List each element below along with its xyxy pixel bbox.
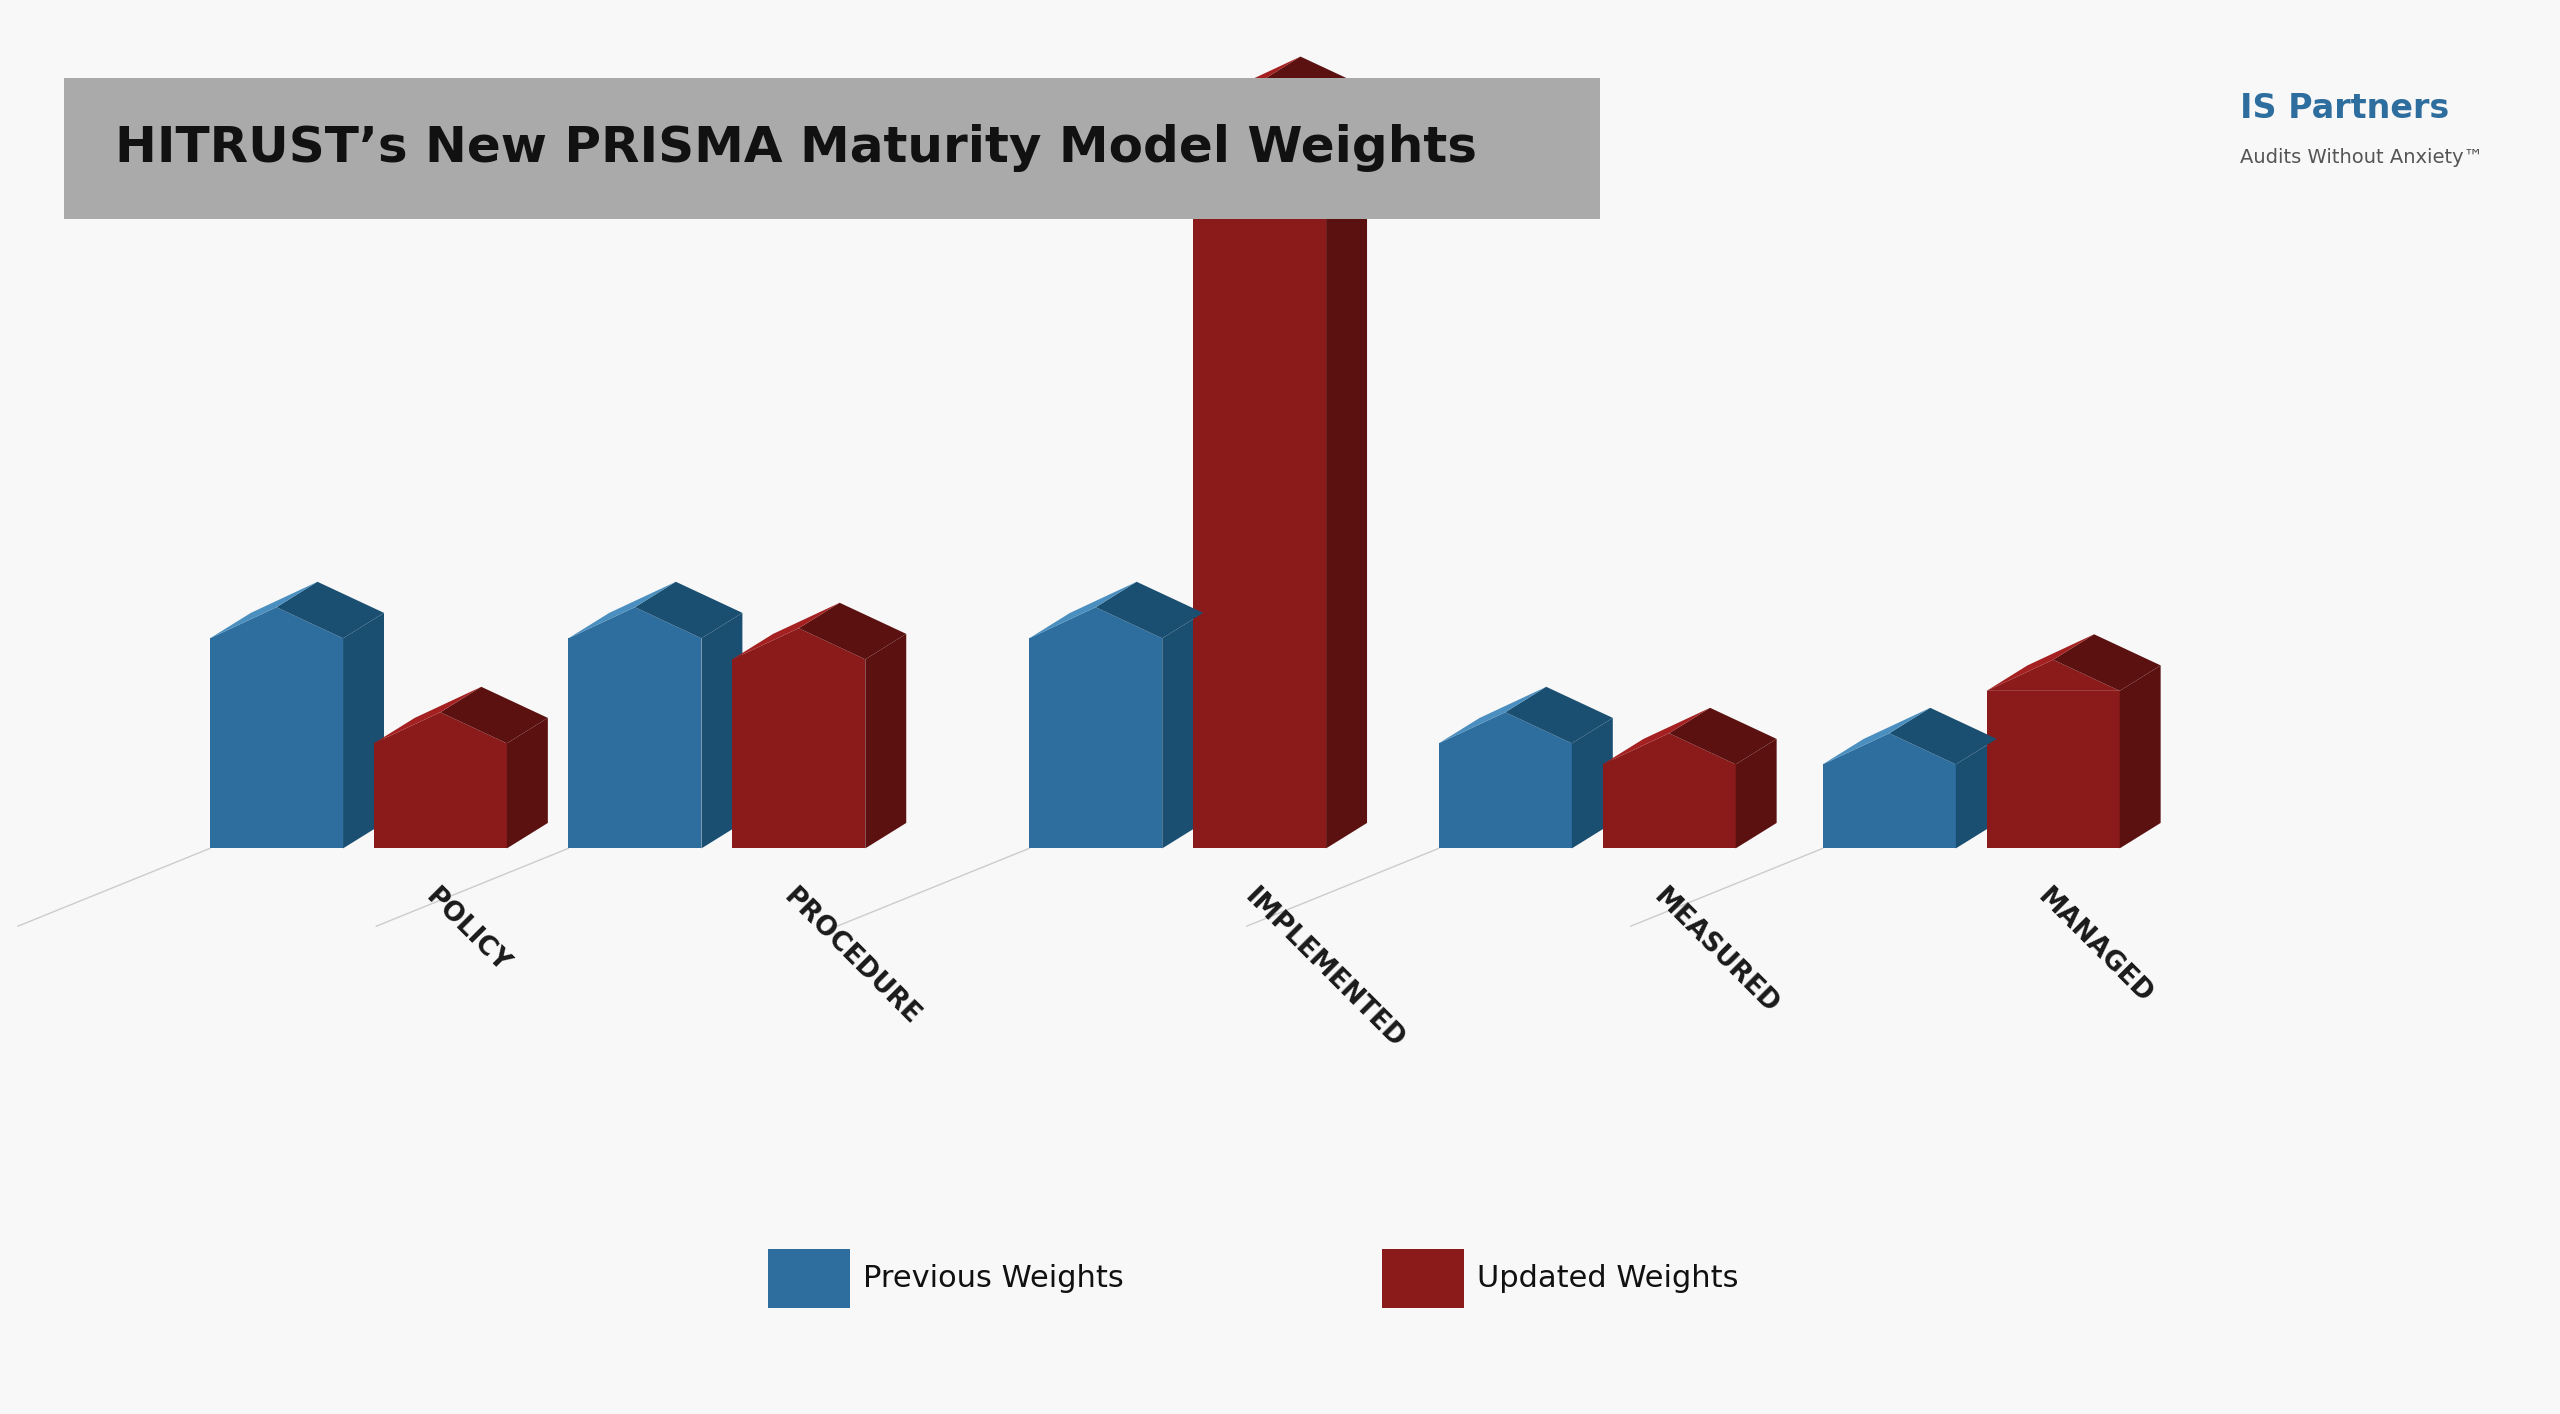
Polygon shape	[1439, 687, 1546, 744]
Polygon shape	[1823, 734, 1956, 765]
Polygon shape	[64, 78, 1600, 219]
Polygon shape	[701, 612, 742, 848]
Polygon shape	[1987, 635, 2094, 691]
Polygon shape	[865, 633, 906, 848]
Polygon shape	[1193, 82, 1326, 113]
Text: IMPLEMENTED: IMPLEMENTED	[1239, 884, 1408, 1053]
Polygon shape	[1162, 612, 1203, 848]
Text: Previous Weights: Previous Weights	[863, 1264, 1124, 1292]
Text: MANAGED: MANAGED	[2033, 884, 2158, 1008]
Polygon shape	[2120, 666, 2161, 848]
Polygon shape	[799, 602, 906, 659]
Polygon shape	[1029, 638, 1162, 848]
Polygon shape	[210, 607, 343, 638]
Polygon shape	[1382, 1249, 1464, 1308]
Polygon shape	[1823, 765, 1956, 848]
Polygon shape	[1439, 713, 1572, 744]
Polygon shape	[374, 713, 507, 744]
Polygon shape	[1029, 607, 1162, 638]
Polygon shape	[1669, 708, 1777, 765]
Polygon shape	[1572, 718, 1613, 848]
Polygon shape	[374, 744, 507, 848]
Polygon shape	[1193, 113, 1326, 848]
Text: POLICY: POLICY	[420, 884, 515, 978]
Text: MEASURED: MEASURED	[1649, 884, 1784, 1019]
Polygon shape	[440, 687, 548, 744]
Text: PROCEDURE: PROCEDURE	[778, 884, 924, 1031]
Polygon shape	[568, 638, 701, 848]
Text: Updated Weights: Updated Weights	[1477, 1264, 1738, 1292]
Polygon shape	[1193, 57, 1300, 113]
Polygon shape	[1326, 88, 1367, 848]
Polygon shape	[1987, 660, 2120, 691]
Polygon shape	[1889, 708, 1997, 765]
Polygon shape	[1505, 687, 1613, 744]
Polygon shape	[2053, 635, 2161, 691]
Polygon shape	[374, 687, 481, 744]
Polygon shape	[276, 581, 384, 638]
Polygon shape	[568, 607, 701, 638]
Polygon shape	[1736, 740, 1777, 848]
Polygon shape	[210, 581, 317, 638]
Polygon shape	[732, 659, 865, 848]
Polygon shape	[1096, 581, 1203, 638]
Polygon shape	[1603, 708, 1710, 765]
Polygon shape	[507, 718, 548, 848]
Polygon shape	[1956, 740, 1997, 848]
Text: IS Partners: IS Partners	[2240, 92, 2450, 124]
Text: HITRUST’s New PRISMA Maturity Model Weights: HITRUST’s New PRISMA Maturity Model Weig…	[115, 124, 1477, 173]
Polygon shape	[768, 1249, 850, 1308]
Text: Audits Without Anxiety™: Audits Without Anxiety™	[2240, 148, 2483, 167]
Polygon shape	[1823, 708, 1930, 765]
Polygon shape	[568, 581, 676, 638]
Polygon shape	[210, 638, 343, 848]
Polygon shape	[732, 628, 865, 659]
Polygon shape	[1987, 691, 2120, 848]
Polygon shape	[1603, 765, 1736, 848]
Polygon shape	[1260, 57, 1367, 113]
Polygon shape	[1603, 734, 1736, 765]
Polygon shape	[635, 581, 742, 638]
Polygon shape	[1029, 581, 1137, 638]
Polygon shape	[1439, 744, 1572, 848]
Polygon shape	[732, 602, 840, 659]
Polygon shape	[343, 612, 384, 848]
